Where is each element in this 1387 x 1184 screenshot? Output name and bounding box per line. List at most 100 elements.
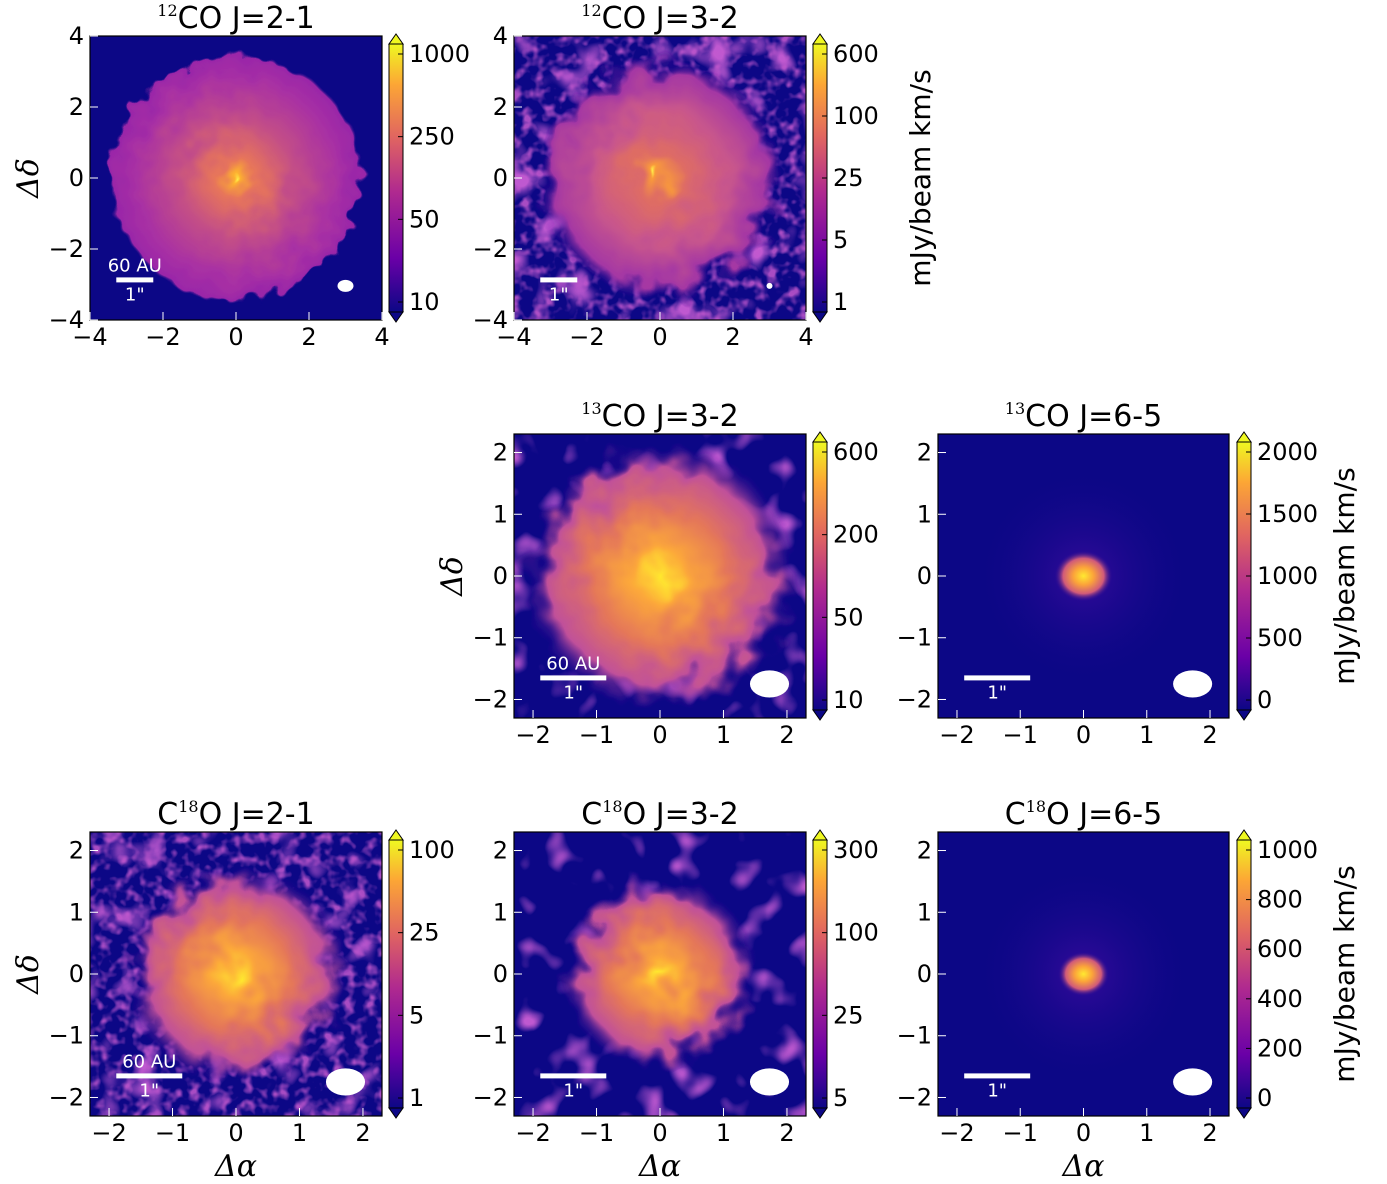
y-tick-label: 1 xyxy=(493,898,508,926)
colorbar-tick-label: 1 xyxy=(833,288,848,316)
colorbar-gradient xyxy=(388,43,404,313)
panel-3: 60 AU 1" −2−2 −1 −1 0 0 1 1 2 2 13CO J=3-2 Δδ 600 200 5… xyxy=(435,399,879,749)
y-tick-label: −2 xyxy=(473,1083,508,1111)
x-tick-label: 2 xyxy=(1202,1119,1217,1147)
y-tick-label: −1 xyxy=(473,1022,508,1050)
x-tick-label: 1 xyxy=(1139,1119,1154,1147)
colorbar-tick-label: 200 xyxy=(833,521,879,549)
emission-disk xyxy=(125,866,347,1082)
y-tick-label: −2 xyxy=(49,1083,84,1111)
colorbar-tick-label: 600 xyxy=(1257,935,1303,963)
x-axis-label: Δα xyxy=(638,1149,681,1184)
scale-bar-au-label: 60 AU xyxy=(108,255,162,276)
x-tick-label: −1 xyxy=(579,721,614,749)
panel-image: 1" xyxy=(514,832,806,1116)
y-tick-label: 2 xyxy=(917,837,932,865)
x-tick-label: 4 xyxy=(374,323,389,351)
colorbar-gradient xyxy=(812,441,828,711)
scale-bar-arcsec-label: 1" xyxy=(125,284,145,305)
panel-4: 1" −2−2 −1 −1 0 0 1 1 2 2 13CO J=6-5 2000 1500 1000 50… xyxy=(897,399,1361,749)
x-axis-label: Δα xyxy=(1062,1149,1105,1184)
panel-6: 1" −2−2 −1 −1 0 0 1 1 2 2 C18O J=3-2 Δα 300 100 25 5 xyxy=(473,797,879,1184)
colorbar-extend-max xyxy=(388,33,404,45)
scale-bar xyxy=(964,675,1031,681)
colorbar-extend-max xyxy=(812,431,828,443)
colorbar-tick-label: 5 xyxy=(833,1084,848,1112)
colorbar-tick-label: 5 xyxy=(409,1001,424,1029)
colorbar-extend-max xyxy=(1236,829,1252,841)
colorbar-extend-min xyxy=(812,709,828,721)
y-tick-label: 0 xyxy=(917,960,932,988)
y-tick-label: −2 xyxy=(897,1083,932,1111)
x-tick-label: 2 xyxy=(301,323,316,351)
colorbar-extend-min xyxy=(812,1107,828,1119)
y-tick-label: −1 xyxy=(897,624,932,652)
panel-image: 1" xyxy=(514,36,806,320)
colorbar: 300 100 25 5 xyxy=(812,829,879,1119)
y-tick-label: 2 xyxy=(493,837,508,865)
y-tick-label: −4 xyxy=(49,306,84,334)
panel-image: 60 AU 1" xyxy=(90,832,382,1116)
colorbar: 1000 800 600 400 200 0 mJy/beam km/s xyxy=(1236,829,1361,1119)
x-tick-label: 0 xyxy=(1076,1119,1091,1147)
colorbar-tick-label: 600 xyxy=(833,438,879,466)
colorbar-extend-max xyxy=(1236,431,1252,443)
colorbar-tick-label: 25 xyxy=(409,919,440,947)
colorbar-tick-label: 100 xyxy=(833,102,879,130)
y-tick-label: 0 xyxy=(917,562,932,590)
colorbar: 600 200 50 10 xyxy=(812,431,879,721)
y-tick-label: 2 xyxy=(69,93,84,121)
scale-bar-au-label: 60 AU xyxy=(546,653,600,674)
x-tick-label: −2 xyxy=(569,323,604,351)
colorbar-tick-label: 1000 xyxy=(1257,562,1318,590)
colorbar-tick-label: 500 xyxy=(1257,624,1303,652)
y-tick-label: −1 xyxy=(897,1022,932,1050)
beam-ellipse xyxy=(766,282,773,289)
emission-peak xyxy=(1054,550,1113,602)
emission-disk xyxy=(562,878,758,1070)
beam-ellipse xyxy=(337,279,354,292)
y-tick-label: −2 xyxy=(473,235,508,263)
colorbar-gradient xyxy=(1236,839,1252,1109)
x-axis-label: Δα xyxy=(214,1149,257,1184)
emission-disk xyxy=(109,53,363,303)
colorbar-tick-label: 1 xyxy=(409,1084,424,1112)
colorbar: 600 100 25 5 1 mJy/beam km/s xyxy=(812,33,937,323)
x-tick-label: 1 xyxy=(1139,721,1154,749)
x-tick-label: 0 xyxy=(652,323,667,351)
scale-bar-arcsec-label: 1" xyxy=(563,1080,583,1101)
x-tick-label: 2 xyxy=(355,1119,370,1147)
colorbar-tick-label: 100 xyxy=(409,836,455,864)
colorbar-extend-min xyxy=(812,311,828,323)
x-tick-label: −2 xyxy=(515,1119,550,1147)
x-tick-label: 0 xyxy=(1076,721,1091,749)
beam-ellipse xyxy=(325,1068,366,1096)
x-tick-label: −1 xyxy=(579,1119,614,1147)
x-tick-label: 2 xyxy=(779,1119,794,1147)
colorbar-tick-label: 25 xyxy=(833,164,864,192)
panel-image: 60 AU 1" xyxy=(90,36,382,320)
scale-bar-arcsec-label: 1" xyxy=(987,1080,1007,1101)
panel-title: 13CO J=3-2 xyxy=(581,399,738,434)
y-tick-label: −4 xyxy=(473,306,508,334)
x-tick-label: −2 xyxy=(939,721,974,749)
y-tick-label: 2 xyxy=(493,439,508,467)
colorbar: 1000 250 50 10 xyxy=(388,33,470,323)
panel-7: 1" −2−2 −1 −1 0 0 1 1 2 2 C18O J=6-5 Δα 1000 800 600 40… xyxy=(897,797,1361,1184)
scale-bar-arcsec-label: 1" xyxy=(563,682,583,703)
scale-bar-arcsec-label: 1" xyxy=(139,1080,159,1101)
colorbar-extend-min xyxy=(1236,709,1252,721)
scale-bar xyxy=(540,675,607,681)
x-tick-label: 0 xyxy=(652,1119,667,1147)
y-tick-label: −2 xyxy=(473,685,508,713)
panel-title: C18O J=6-5 xyxy=(1005,797,1162,832)
colorbar-gradient xyxy=(812,839,828,1109)
colorbar-tick-label: 5 xyxy=(833,226,848,254)
beam-ellipse xyxy=(749,1068,790,1096)
y-tick-label: 2 xyxy=(493,93,508,121)
y-tick-label: 0 xyxy=(493,960,508,988)
y-axis-label: Δδ xyxy=(11,158,46,199)
x-tick-label: 0 xyxy=(652,721,667,749)
panel-image: 1" xyxy=(938,434,1229,718)
